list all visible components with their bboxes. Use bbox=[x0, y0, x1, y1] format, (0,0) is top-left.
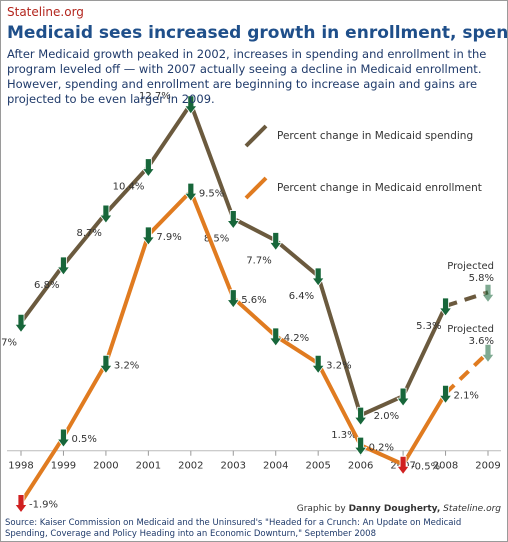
point-arrow bbox=[141, 226, 156, 246]
value-label: 5.8% bbox=[469, 273, 494, 284]
credit-outlet: Stateline.org bbox=[443, 504, 501, 514]
point-arrow bbox=[226, 289, 241, 309]
x-tick-label: 2003 bbox=[221, 461, 246, 472]
x-tick-label: 2006 bbox=[348, 461, 373, 472]
value-label: -0.5% bbox=[411, 461, 440, 472]
value-label: 8.5% bbox=[204, 234, 229, 245]
value-label: 10.4% bbox=[113, 182, 145, 193]
point-arrow bbox=[438, 297, 453, 317]
value-label: 5.3% bbox=[416, 321, 441, 332]
site-name: Stateline.org bbox=[7, 5, 84, 19]
point-arrow bbox=[99, 204, 113, 224]
value-label: 3.2% bbox=[114, 360, 139, 371]
x-tick-label: 2000 bbox=[93, 461, 118, 472]
x-tick-label: 2002 bbox=[178, 461, 203, 472]
value-label: 3.6% bbox=[469, 336, 494, 347]
projected-line bbox=[444, 350, 490, 395]
value-label: 5.6% bbox=[241, 295, 266, 306]
x-tick-label: 2001 bbox=[136, 461, 161, 472]
point-arrow bbox=[14, 313, 28, 334]
point-arrow bbox=[438, 384, 453, 405]
value-label: 2.1% bbox=[454, 390, 479, 401]
chart-title: Medicaid sees increased growth in enroll… bbox=[7, 23, 508, 43]
point-arrow bbox=[311, 354, 325, 374]
point-arrow bbox=[268, 327, 283, 347]
point-arrow bbox=[184, 95, 198, 115]
credit: Graphic by Danny Dougherty, Stateline.or… bbox=[297, 504, 501, 514]
projected-line bbox=[444, 290, 489, 308]
legend-label: Percent change in Medicaid spending bbox=[277, 130, 473, 142]
value-label: 6.8% bbox=[34, 280, 59, 291]
value-label: 4.2% bbox=[284, 333, 309, 344]
chart-subtitle: After Medicaid growth peaked in 2002, in… bbox=[7, 47, 487, 106]
value-label: 9.5% bbox=[199, 188, 224, 199]
point-arrow bbox=[99, 354, 113, 374]
point-arrow bbox=[353, 436, 368, 456]
point-arrow bbox=[56, 256, 71, 276]
annotation: Projected bbox=[447, 324, 494, 335]
x-tick-label: 2005 bbox=[305, 461, 330, 472]
value-label: 1.3% bbox=[331, 430, 356, 441]
value-label: 3.2% bbox=[326, 360, 351, 371]
point-arrow bbox=[141, 158, 156, 178]
x-tick-label: 1998 bbox=[8, 461, 33, 472]
annotation: Projected bbox=[447, 261, 494, 272]
source: Source: Kaiser Commission on Medicaid an… bbox=[5, 518, 462, 539]
value-label: 0.2% bbox=[369, 442, 394, 453]
value-label: 7.9% bbox=[156, 232, 181, 243]
x-tick-label: 1999 bbox=[51, 461, 76, 472]
point-arrow bbox=[481, 283, 495, 303]
point-arrow bbox=[311, 267, 325, 287]
value-label: 12.7% bbox=[139, 91, 171, 102]
point-arrow bbox=[14, 494, 28, 514]
point-arrow bbox=[396, 455, 410, 476]
point-arrow bbox=[56, 428, 71, 448]
x-tick-label: 2009 bbox=[475, 461, 500, 472]
point-arrow bbox=[268, 232, 283, 252]
legend-swatch bbox=[244, 176, 268, 200]
series-line bbox=[19, 101, 448, 418]
legend-label: Percent change in Medicaid enrollment bbox=[277, 182, 482, 194]
x-tick-label: 2004 bbox=[263, 461, 288, 472]
point-arrow bbox=[353, 406, 368, 426]
point-arrow bbox=[184, 182, 198, 202]
credit-author: Danny Dougherty, bbox=[348, 504, 441, 514]
credit-prefix: Graphic by bbox=[296, 504, 346, 514]
value-label: 0.5% bbox=[71, 434, 96, 445]
value-label: 6.4% bbox=[289, 291, 314, 302]
value-label: 4.7% bbox=[1, 337, 17, 348]
value-label: 7.7% bbox=[246, 255, 271, 266]
point-arrow bbox=[481, 343, 495, 364]
x-tick-label: 2008 bbox=[433, 461, 458, 472]
value-label: 8.7% bbox=[77, 228, 102, 239]
value-label: 2.0% bbox=[374, 411, 399, 422]
point-arrow bbox=[396, 387, 410, 407]
legend-swatch bbox=[244, 124, 268, 148]
value-label: -1.9% bbox=[29, 500, 58, 511]
point-arrow bbox=[226, 210, 241, 230]
